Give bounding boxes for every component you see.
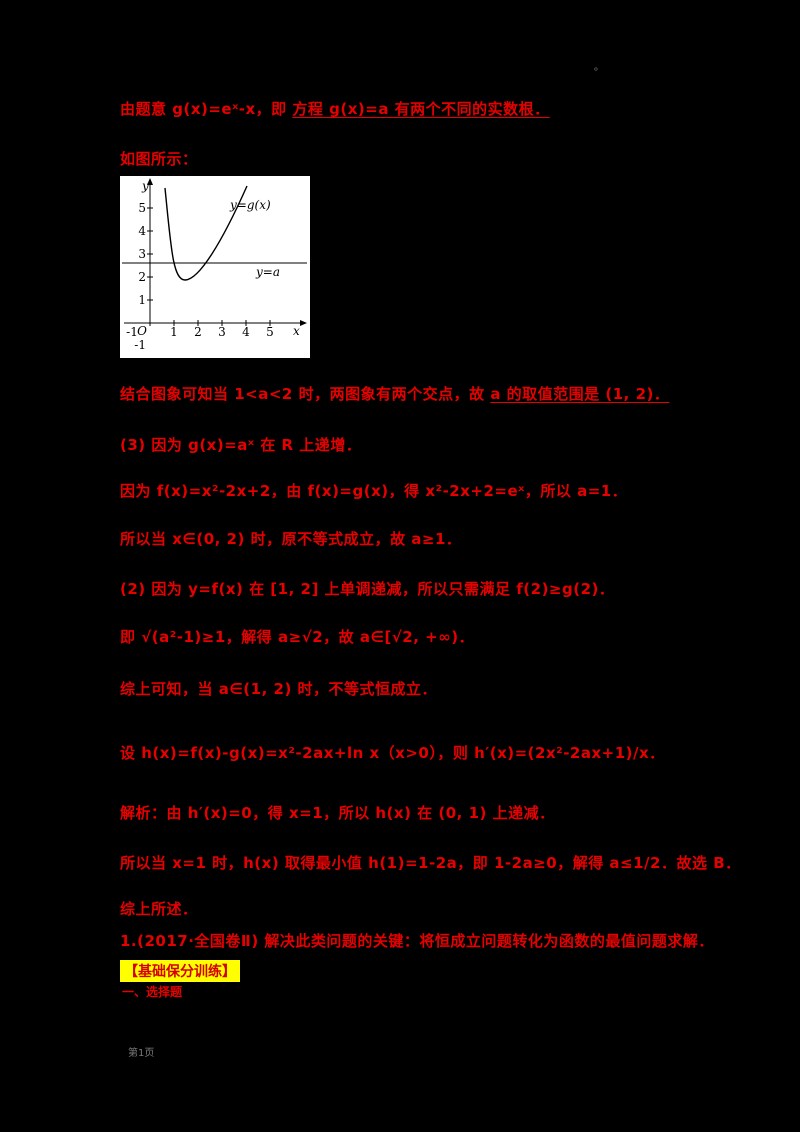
- solution-line: (3) 因为 g(x)=aˣ 在 R 上递增．: [120, 436, 362, 454]
- solution-line: 设 h(x)=f(x)-g(x)=x²-2ax+ln x（x>0），则 h′(x…: [120, 744, 665, 762]
- solution-line: (2) 因为 y=f(x) 在 [1, 2] 上单调递减，所以只需满足 f(2)…: [120, 580, 615, 598]
- solution-line: 解析：由 h′(x)=0，得 x=1，所以 h(x) 在 (0, 1) 上递减．: [120, 804, 555, 822]
- solution-line: 结合图象可知当 1<a<2 时，两图象有两个交点，故 a 的取值范围是 (1, …: [120, 385, 670, 403]
- x-tick-label: 3: [218, 325, 226, 339]
- subheading-choice-questions: 一、选择题: [122, 985, 183, 999]
- solution-line: 由题意 g(x)=eˣ-x，即 方程 g(x)=a 有两个不同的实数根．: [120, 98, 550, 119]
- origin-label: O: [137, 324, 147, 338]
- solution-line: 所以当 x∈(0, 2) 时，原不等式成立，故 a≥1．: [120, 530, 462, 548]
- x-axis-label: x: [293, 324, 300, 338]
- line-text: 由题意 g(x)=eˣ-x，即: [120, 100, 293, 118]
- y-axis-arrow-icon: [147, 178, 153, 185]
- solution-line: 所以当 x=1 时，h(x) 取得最小值 h(1)=1-2a，即 1-2a≥0，…: [120, 854, 741, 872]
- hline-label: y=a: [255, 265, 280, 279]
- solution-line: 综上可知，当 a∈(1, 2) 时，不等式恒成立．: [120, 680, 438, 698]
- line-text: 如图所示：: [120, 150, 198, 168]
- y-tick-label: 3: [138, 247, 146, 261]
- y-axis-label: y: [141, 179, 149, 193]
- solution-line: 因为 f(x)=x²-2x+2，由 f(x)=g(x)，得 x²-2x+2=eˣ…: [120, 482, 628, 500]
- function-graph: y x O y=g(x) y=a 5 4 3 2 1 -1 1 2 3 4 5 …: [120, 176, 310, 358]
- graph-background: [120, 176, 310, 358]
- line-underlined-text: 方程 g(x)=a 有两个不同的实数根．: [292, 100, 550, 118]
- x-tick-label: 4: [242, 325, 250, 339]
- x-tick-label: 2: [194, 325, 202, 339]
- section-heading-basic-training: 【基础保分训练】: [120, 960, 240, 982]
- y-tick-label: 1: [138, 293, 146, 307]
- x-axis-arrow-icon: [300, 320, 307, 326]
- y-neg-tick-label: -1: [134, 338, 146, 352]
- solution-line: 综上所述．: [120, 900, 198, 918]
- x-tick-label: 1: [170, 325, 178, 339]
- solution-line: 即 √(a²-1)≥1，解得 a≥√2，故 a∈[√2, +∞)．: [120, 628, 475, 646]
- x-tick-label: -1: [126, 325, 138, 339]
- stray-mark: 。: [594, 62, 604, 73]
- x-tick-label: 5: [266, 325, 274, 339]
- curve-label: y=g(x): [229, 198, 271, 212]
- y-tick-label: 4: [138, 224, 146, 238]
- curve-g: [164, 185, 248, 281]
- solution-line: 1.(2017·全国卷Ⅱ) 解决此类问题的关键：将恒成立问题转化为函数的最值问题…: [120, 932, 714, 950]
- page-footer: 第1页: [128, 1048, 155, 1059]
- graph-canvas: y x O y=g(x) y=a 5 4 3 2 1 -1 1 2 3 4 5 …: [120, 176, 310, 358]
- y-tick-label: 5: [138, 201, 146, 215]
- y-tick-label: 2: [138, 270, 146, 284]
- solution-line: 如图所示：: [120, 148, 198, 169]
